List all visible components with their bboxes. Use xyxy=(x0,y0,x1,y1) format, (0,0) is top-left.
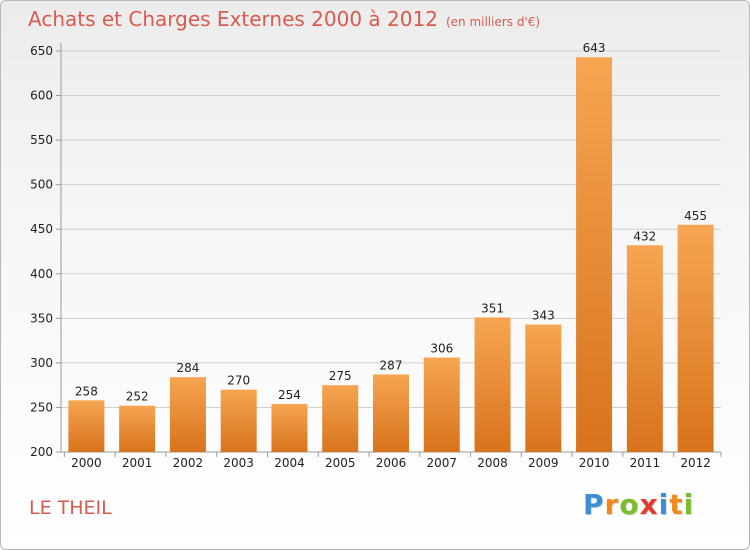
y-tick-label: 250 xyxy=(30,400,53,414)
logo-letter: r xyxy=(604,488,620,521)
bar-2002 xyxy=(169,377,206,452)
chart-title: Achats et Charges Externes 2000 à 2012 (e… xyxy=(28,7,540,31)
x-tick-label: 2011 xyxy=(630,456,661,470)
y-tick-label: 600 xyxy=(30,89,53,103)
proxiti-logo: Proxiti xyxy=(583,488,694,521)
y-tick-label: 300 xyxy=(30,356,53,370)
bar-2009 xyxy=(525,324,562,452)
x-tick-label: 2003 xyxy=(223,456,254,470)
logo-letter: i xyxy=(658,488,670,521)
x-tick-label: 2005 xyxy=(325,456,356,470)
value-label-2005: 275 xyxy=(329,369,352,383)
x-tick-labels: 2000 2001 2002 2003 2004 2005 2006 2007 2008 2009… xyxy=(71,456,711,470)
bar-2006 xyxy=(373,374,409,452)
bar-2012 xyxy=(677,224,714,452)
bar-2005 xyxy=(322,385,359,452)
value-label-2004: 254 xyxy=(278,388,301,402)
x-tick-label: 2009 xyxy=(528,456,559,470)
x-tick-label: 2008 xyxy=(477,456,508,470)
x-tick-label: 2002 xyxy=(173,456,204,470)
value-label-2010: 643 xyxy=(583,41,606,55)
bars xyxy=(68,57,714,452)
value-label-2008: 351 xyxy=(481,301,504,315)
bar-2010 xyxy=(576,57,613,452)
y-tick-label: 550 xyxy=(30,133,53,147)
x-tick-label: 2012 xyxy=(680,456,711,470)
y-tick-label: 650 xyxy=(30,44,53,58)
x-tick-label: 2007 xyxy=(426,456,457,470)
x-tick-label: 2000 xyxy=(71,456,102,470)
value-label-2012: 455 xyxy=(684,209,707,223)
y-tick-label: 500 xyxy=(30,178,53,192)
value-labels: 258 252 284 270 254 275 287 306 351 343 643 432 455 xyxy=(75,41,707,403)
bar-2003 xyxy=(220,389,257,452)
value-label-2003: 270 xyxy=(227,374,250,388)
bar-2000 xyxy=(68,400,105,452)
value-label-2006: 287 xyxy=(380,358,403,372)
x-tick-label: 2006 xyxy=(376,456,407,470)
value-label-2011: 432 xyxy=(633,229,656,243)
y-tick-labels: 200 250 300 350 400 450 500 550 600 650 xyxy=(30,44,53,459)
value-label-2002: 284 xyxy=(176,361,199,375)
x-tick-label: 2004 xyxy=(274,456,305,470)
value-label-2009: 343 xyxy=(532,309,555,323)
logo-letter: o xyxy=(619,488,640,521)
value-label-2000: 258 xyxy=(75,384,98,398)
bar-2007 xyxy=(423,357,460,452)
y-tick-label: 400 xyxy=(30,267,53,281)
bar-2011 xyxy=(626,245,663,452)
y-tick-label: 450 xyxy=(30,222,53,236)
bar-2008 xyxy=(474,317,511,452)
logo-letter: P xyxy=(583,488,605,521)
bar-2004 xyxy=(271,403,308,452)
value-label-2001: 252 xyxy=(126,390,149,404)
y-tick-label: 350 xyxy=(30,311,53,325)
bar-2001 xyxy=(119,405,156,452)
y-tick-label: 200 xyxy=(30,445,53,459)
logo-letter: i xyxy=(683,488,695,521)
chart-title-text: Achats et Charges Externes 2000 à 2012 xyxy=(28,7,438,31)
logo-letter: t xyxy=(669,488,684,521)
commune-name: LE THEIL xyxy=(29,497,112,519)
x-tick-label: 2010 xyxy=(579,456,610,470)
x-tick-label: 2001 xyxy=(122,456,153,470)
value-label-2007: 306 xyxy=(430,342,453,356)
chart-subtitle: (en milliers d'€) xyxy=(445,15,541,29)
logo-letter: x xyxy=(639,488,659,521)
